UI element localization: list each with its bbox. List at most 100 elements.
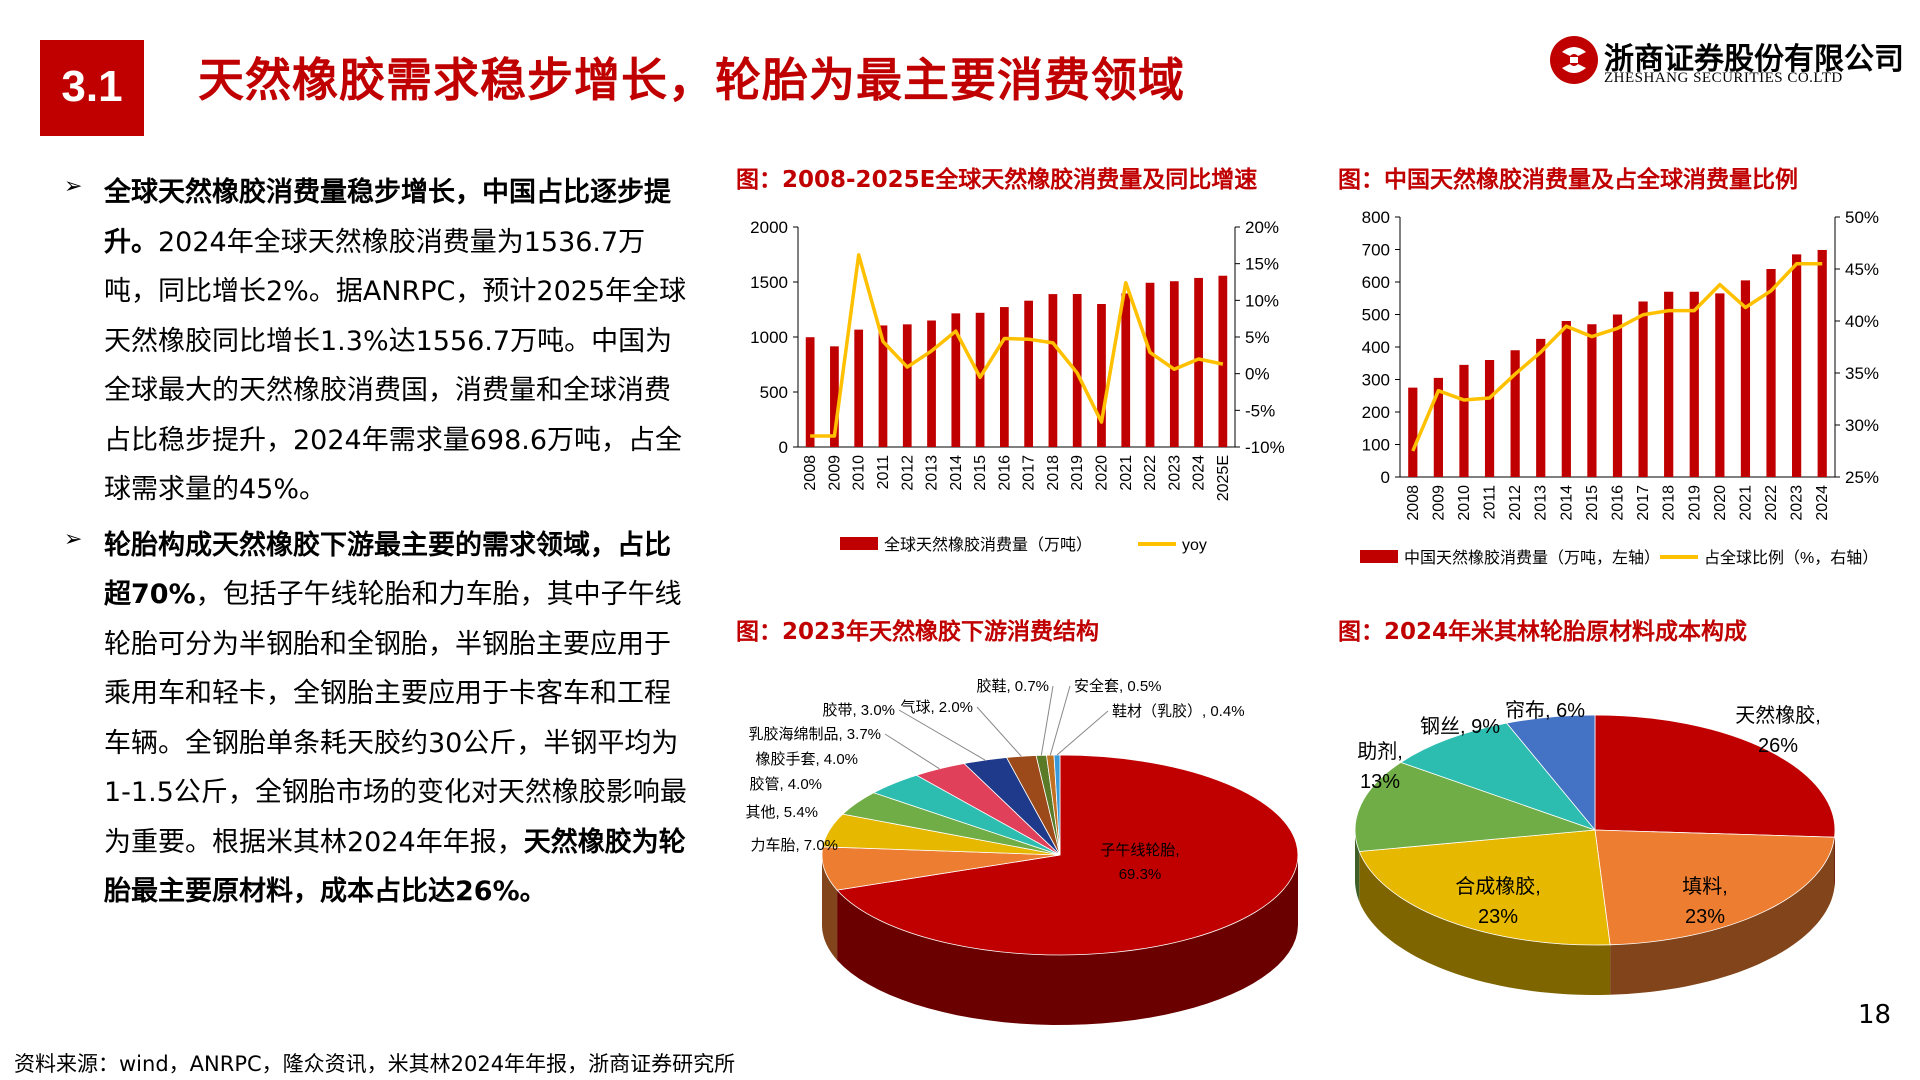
line-series xyxy=(810,253,1224,438)
x-tick-label: 2008 xyxy=(802,455,819,491)
pie-data-label: 填料, xyxy=(1682,875,1728,898)
bar xyxy=(1536,338,1546,477)
y-tick-label: 0 xyxy=(1381,468,1390,487)
bar xyxy=(1145,282,1155,447)
pie-slice xyxy=(821,846,1061,891)
bar xyxy=(805,337,815,447)
bar xyxy=(878,325,888,447)
company-name-cn: 浙商证券股份有限公司 xyxy=(1604,42,1904,77)
x-tick-label: 2013 xyxy=(1533,485,1550,521)
chart-china-consumption: 0 100 200 300 400 500 600 700 800 25% 30% 35% 40% 45%… xyxy=(1360,208,1879,567)
bar xyxy=(1408,387,1418,477)
x-tick-label: 2009 xyxy=(826,455,843,491)
y-tick-label: 600 xyxy=(1362,273,1390,292)
x-tick-label: 2022 xyxy=(1763,485,1780,521)
x-tick-label: 2012 xyxy=(1507,485,1524,521)
x-tick-label: 2021 xyxy=(1737,485,1754,521)
y-tick-label: 1000 xyxy=(750,328,788,347)
pie-leader-line xyxy=(898,709,986,761)
bar xyxy=(1792,254,1802,477)
bullet-text: 全球天然橡胶消费量稳步增长，中国占比逐步提升。2024年全球天然橡胶消费量为15… xyxy=(104,168,694,515)
company-logo-icon xyxy=(1550,36,1598,84)
y2-tick-label: 30% xyxy=(1845,416,1879,435)
bar xyxy=(1194,277,1203,447)
footer-source: 资料来源：wind，ANRPC，隆众资讯，米其林2024年年报，浙商证券研究所 xyxy=(14,1052,736,1076)
legend-label: 全球天然橡胶消费量（万吨） xyxy=(884,536,1092,554)
pie-data-label: 23% xyxy=(1685,906,1725,928)
pie-data-label: 胶带, 3.0% xyxy=(822,702,895,719)
bullet-item: ➢ 全球天然橡胶消费量稳步增长，中国占比逐步提升。2024年全球天然橡胶消费量为… xyxy=(64,168,694,515)
y2-tick-label: 50% xyxy=(1845,208,1879,227)
bar xyxy=(975,312,985,447)
x-tick-label: 2016 xyxy=(996,455,1013,491)
arrow-bullet-icon: ➢ xyxy=(64,526,83,552)
x-tick-label: 2015 xyxy=(1584,485,1601,521)
y2-tick-label: -10% xyxy=(1245,438,1285,457)
x-tick-label: 2015 xyxy=(972,455,989,491)
x-tick-label: 2020 xyxy=(1093,455,1110,491)
bullet-list: ➢ 全球天然橡胶消费量稳步增长，中国占比逐步提升。2024年全球天然橡胶消费量为… xyxy=(64,168,694,923)
y2-tick-label: -5% xyxy=(1245,401,1275,420)
pie-slice-side xyxy=(1355,830,1360,902)
pie-data-label: 胶管, 4.0% xyxy=(749,776,822,793)
chart-title-global: 图：2008-2025E全球天然橡胶消费量及同比增速 xyxy=(736,167,1258,193)
chart-title-china: 图：中国天然橡胶消费量及占全球消费量比例 xyxy=(1338,167,1798,193)
bar xyxy=(1561,321,1571,477)
x-tick-label: 2018 xyxy=(1661,485,1678,521)
section-badge: 3.1 xyxy=(40,40,144,136)
pie-leader-line xyxy=(884,733,940,770)
x-tick-label: 2013 xyxy=(924,455,941,491)
y-tick-label: 300 xyxy=(1362,371,1390,390)
pie-data-label: 26% xyxy=(1758,735,1798,757)
pie-data-label: 合成橡胶, xyxy=(1455,875,1541,898)
bar xyxy=(951,313,961,447)
x-tick-label: 2024 xyxy=(1191,455,1208,491)
x-tick-label: 2025E xyxy=(1215,455,1232,501)
x-tick-label: 2020 xyxy=(1712,485,1729,521)
y2-tick-label: 10% xyxy=(1245,291,1279,310)
pie-slice xyxy=(1399,722,1597,831)
bar xyxy=(1024,300,1034,447)
pie-data-label: 69.3% xyxy=(1119,866,1162,883)
chart-global-consumption: 0 500 1000 1500 2000 -10% -5% 0% 5% 10% 15% 20% 2008… xyxy=(750,218,1285,554)
pie-slice-side xyxy=(1359,851,1611,995)
pie-data-label: 23% xyxy=(1478,906,1518,928)
x-tick-label: 2012 xyxy=(899,455,916,491)
y-tick-label: 100 xyxy=(1362,436,1390,455)
x-tick-label: 2019 xyxy=(1686,485,1703,521)
pie-data-label: 钢丝, 9% xyxy=(1420,715,1500,738)
legend-swatch-bar xyxy=(840,537,878,550)
x-tick-label: 2024 xyxy=(1814,485,1831,521)
bar xyxy=(1587,324,1597,477)
pie-slice xyxy=(1354,761,1596,852)
bar xyxy=(1169,281,1179,447)
bar xyxy=(1689,291,1699,477)
legend-label: 中国天然橡胶消费量（万吨，左轴） xyxy=(1404,549,1660,567)
chart-title-michelin: 图：2024年米其林轮胎原材料成本构成 xyxy=(1338,619,1748,645)
bar xyxy=(1510,350,1520,477)
x-tick-label: 2022 xyxy=(1142,455,1159,491)
bar xyxy=(1740,280,1751,477)
legend-label: 占全球比例（%，右轴） xyxy=(1704,549,1878,567)
section-number: 3.1 xyxy=(61,62,123,111)
pie-data-label: 气球, 2.0% xyxy=(900,699,973,716)
pie-leader-line xyxy=(1040,685,1054,756)
pie-data-label: 乳胶海绵制品, 3.7% xyxy=(748,726,881,743)
chart-michelin-pie: 天然橡胶, 26% 填料, 23% 合成橡胶, 23% 助剂, 13% 钢丝, 9%帘布, 6% xyxy=(1354,699,1836,995)
bar xyxy=(927,320,936,447)
bar xyxy=(1484,360,1495,477)
y2-tick-label: 5% xyxy=(1245,328,1270,347)
pie-slice xyxy=(836,754,1299,956)
bar xyxy=(1612,314,1623,477)
x-tick-label: 2016 xyxy=(1610,485,1627,521)
chart-title-downstream: 图：2023年天然橡胶下游消费结构 xyxy=(736,619,1100,645)
y-tick-label: 0 xyxy=(779,438,788,457)
x-tick-label: 2009 xyxy=(1430,485,1447,521)
bar xyxy=(902,324,912,447)
bullet-bold: 天然橡胶为轮胎最主要原材料，成本占比达26%。 xyxy=(104,826,686,908)
pie-data-label: 其他, 5.4% xyxy=(745,804,818,821)
chart-downstream-pie: 子午线轮胎, 69.3% 力车胎, 7.0% 其他, 5.4% 胶管, 4.0% 橡胶手套… xyxy=(745,677,1299,1025)
pie-slice-side xyxy=(1834,830,1835,888)
y-tick-label: 1500 xyxy=(750,273,788,292)
arrow-bullet-icon: ➢ xyxy=(64,174,83,199)
